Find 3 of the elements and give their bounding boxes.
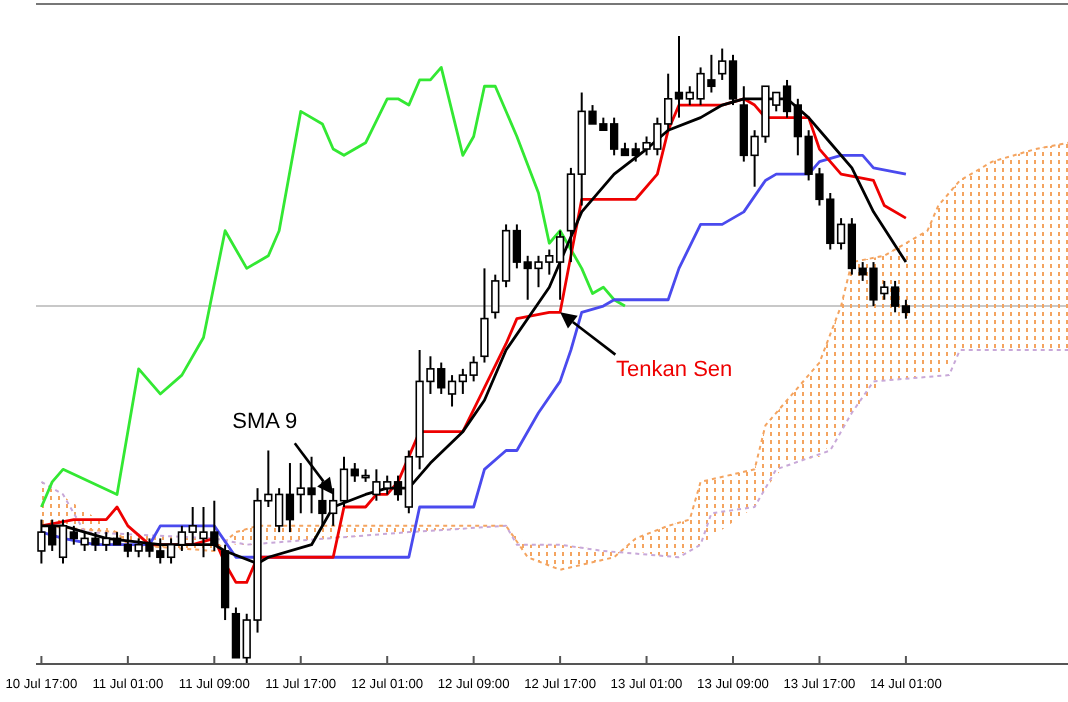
annotation: Tenkan Sen [616,358,733,383]
candlestick [480,267,489,364]
annotation: SMA 9 [232,410,298,435]
